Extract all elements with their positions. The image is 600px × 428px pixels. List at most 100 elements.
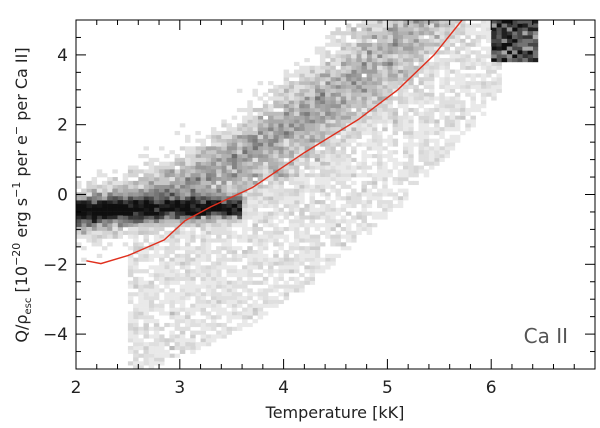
- density-cell: [377, 50, 383, 55]
- density-cell: [252, 154, 258, 159]
- density-cell: [226, 150, 232, 155]
- density-cell: [101, 226, 108, 232]
- density-cell: [444, 77, 450, 82]
- density-cell: [506, 19, 513, 24]
- density-cell: [107, 223, 113, 228]
- density-cell: [340, 138, 347, 143]
- density-cell: [486, 54, 492, 59]
- density-cell: [345, 42, 352, 47]
- density-cell: [96, 238, 103, 243]
- density-cell: [205, 188, 212, 193]
- density-cell: [330, 127, 336, 132]
- density-cell: [283, 292, 290, 297]
- density-cell: [366, 230, 373, 235]
- density-cell: [361, 211, 367, 216]
- density-cell: [205, 299, 212, 305]
- density-cell: [366, 127, 373, 132]
- density-cell: [273, 173, 279, 178]
- density-cell: [428, 111, 435, 116]
- density-cell: [460, 130, 466, 136]
- density-cell: [387, 19, 393, 24]
- density-cell: [283, 77, 290, 82]
- density-cell: [159, 280, 165, 285]
- density-cell: [169, 338, 175, 343]
- density-cell: [231, 288, 238, 293]
- density-cell: [247, 253, 253, 258]
- density-cell: [402, 130, 409, 136]
- density-cell: [127, 361, 134, 366]
- density-cell: [96, 215, 103, 220]
- density-cell: [247, 311, 253, 316]
- density-cell: [164, 273, 170, 278]
- density-cell: [247, 261, 253, 266]
- density-cell: [200, 207, 207, 212]
- density-cell: [268, 157, 274, 162]
- density-cell: [377, 119, 383, 124]
- density-cell: [413, 23, 419, 28]
- density-cell: [351, 42, 357, 47]
- density-cell: [382, 180, 388, 186]
- density-cell: [371, 177, 378, 182]
- density-cell: [236, 142, 243, 147]
- density-cell: [335, 100, 341, 105]
- density-cell: [361, 223, 367, 228]
- density-cell: [382, 115, 388, 120]
- density-cell: [143, 292, 149, 297]
- density-cell: [226, 154, 232, 159]
- density-cell: [377, 215, 383, 220]
- density-cell: [371, 119, 378, 124]
- density-cell: [169, 280, 175, 285]
- density-cell: [496, 61, 502, 67]
- density-cell: [460, 107, 466, 113]
- density-cell: [143, 284, 149, 289]
- density-cell: [382, 88, 388, 93]
- density-cell: [169, 223, 175, 228]
- density-cell: [226, 269, 232, 274]
- density-cell: [247, 134, 253, 139]
- density-cell: [216, 269, 222, 274]
- density-cell: [439, 27, 445, 32]
- density-cell: [262, 127, 269, 132]
- density-cell: [236, 326, 243, 331]
- density-cell: [133, 203, 139, 209]
- density-cell: [356, 130, 362, 136]
- density-cell: [273, 127, 279, 132]
- density-cell: [325, 146, 331, 151]
- density-cell: [309, 238, 316, 243]
- density-cell: [257, 111, 264, 116]
- density-cell: [143, 315, 149, 320]
- density-cell: [304, 253, 310, 258]
- density-cell: [133, 345, 139, 351]
- density-cell: [205, 234, 212, 239]
- density-cell: [293, 192, 300, 197]
- density-cell: [86, 184, 92, 189]
- density-cell: [216, 292, 222, 297]
- density-cell: [247, 107, 253, 113]
- density-cell: [262, 299, 269, 305]
- density-cell: [293, 207, 300, 212]
- density-cell: [449, 50, 456, 55]
- density-cell: [330, 200, 336, 205]
- density-cell: [76, 196, 82, 201]
- density-cell: [174, 154, 181, 159]
- density-cell: [257, 261, 264, 266]
- density-cell: [179, 319, 186, 324]
- density-cell: [361, 188, 367, 193]
- density-cell: [366, 19, 373, 24]
- density-cell: [361, 169, 367, 174]
- density-cell: [335, 31, 341, 36]
- density-cell: [340, 54, 347, 59]
- density-cell: [148, 173, 155, 178]
- density-cell: [304, 257, 310, 262]
- density-cell: [273, 150, 279, 155]
- density-cell: [226, 134, 232, 139]
- density-cell: [257, 307, 264, 312]
- density-cell: [475, 58, 482, 63]
- density-cell: [184, 276, 191, 281]
- density-cell: [283, 146, 290, 151]
- density-cell: [330, 173, 336, 178]
- density-cell: [418, 19, 425, 24]
- density-cell: [210, 177, 217, 182]
- density-cell: [122, 200, 129, 205]
- density-cell: [96, 219, 103, 224]
